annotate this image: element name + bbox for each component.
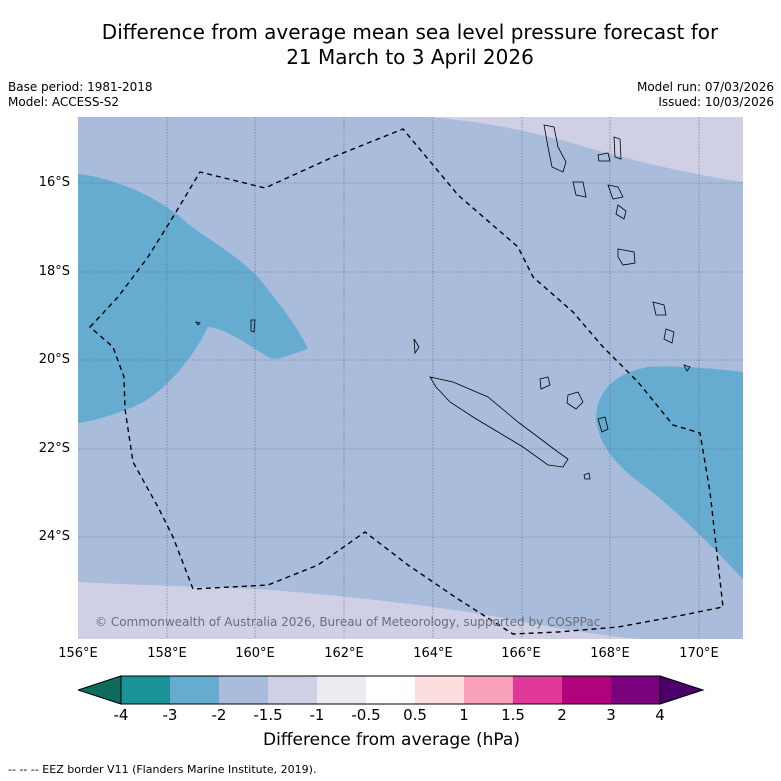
colorbar-swatch [121,676,170,704]
lat-label: 16°S [38,175,70,190]
colorbar-under-extension [78,675,122,705]
lat-label: 22°S [38,441,70,456]
lon-label: 162°E [324,646,364,661]
colorbar-swatch [562,676,611,704]
model-run: Model run: 07/03/2026 [636,80,774,94]
colorbar-tick-label: -2 [211,706,227,724]
chart-title: Difference from average mean sea level p… [30,20,781,70]
region-low-west [78,174,308,423]
title-line-1: Difference from average mean sea level p… [101,20,719,44]
colorbar-over-extension [659,675,705,705]
lon-label: 156°E [58,646,98,661]
colorbar-swatch [170,676,219,704]
eez-border [88,128,724,635]
colorbar-swatch [317,676,366,704]
colorbar-swatch [611,676,660,704]
issued-date: Issued: 10/03/2026 [658,95,774,109]
meta-right: Model run: 07/03/2026 Issued: 10/03/2026 [637,80,774,110]
copyright-notice: © Commonwealth of Australia 2026, Bureau… [95,615,600,629]
base-period: Base period: 1981-2018 [8,80,153,94]
colorbar-swatch [464,676,513,704]
colorbar-tick-label: 3 [606,706,616,724]
vanuatu [543,124,691,372]
eez-legend-note: -- -- -- EEZ border V11 (Flanders Marine… [8,763,317,776]
region-lighter-north [428,117,743,182]
colorbar-swatch [268,676,317,704]
lat-label: 24°S [38,529,70,544]
colorbar-swatch [513,676,562,704]
colorbar-swatch [219,676,268,704]
new-caledonia [413,338,609,480]
colorbar-tick-label: 0.5 [403,706,427,724]
lon-label: 166°E [501,646,541,661]
colorbar-tick-label: -0.5 [351,706,381,724]
region-low-east [596,366,743,579]
western-islets [195,319,256,333]
colorbar-tick-label: 1.5 [501,706,525,724]
colorbar-tick-label: -1 [309,706,325,724]
colorbar-tick-label: 2 [557,706,567,724]
colorbar-swatch [366,676,415,704]
meta-left: Base period: 1981-2018 Model: ACCESS-S2 [8,80,153,110]
colorbar-tick-label: 1 [459,706,469,724]
lat-label: 20°S [38,352,70,367]
colorbar-tick-label: 4 [655,706,665,724]
lon-label: 160°E [235,646,275,661]
lon-label: 168°E [590,646,630,661]
lon-label: 170°E [679,646,719,661]
pressure-map: © Commonwealth of Australia 2026, Bureau… [78,117,743,639]
colorbar-label: Difference from average (hPa) [263,730,520,750]
lat-label: 18°S [38,264,70,279]
colorbar-frame [120,675,661,705]
graticule [78,117,743,639]
colorbar-tick-label: -4 [113,706,129,724]
lon-label: 164°E [413,646,453,661]
colorbar [78,675,705,705]
title-line-2: 21 March to 3 April 2026 [286,45,534,69]
lon-label: 158°E [147,646,187,661]
colorbar-swatch [415,676,464,704]
colorbar-tick-label: -1.5 [253,706,283,724]
colorbar-tick-label: -3 [162,706,178,724]
model-name: Model: ACCESS-S2 [8,95,120,109]
